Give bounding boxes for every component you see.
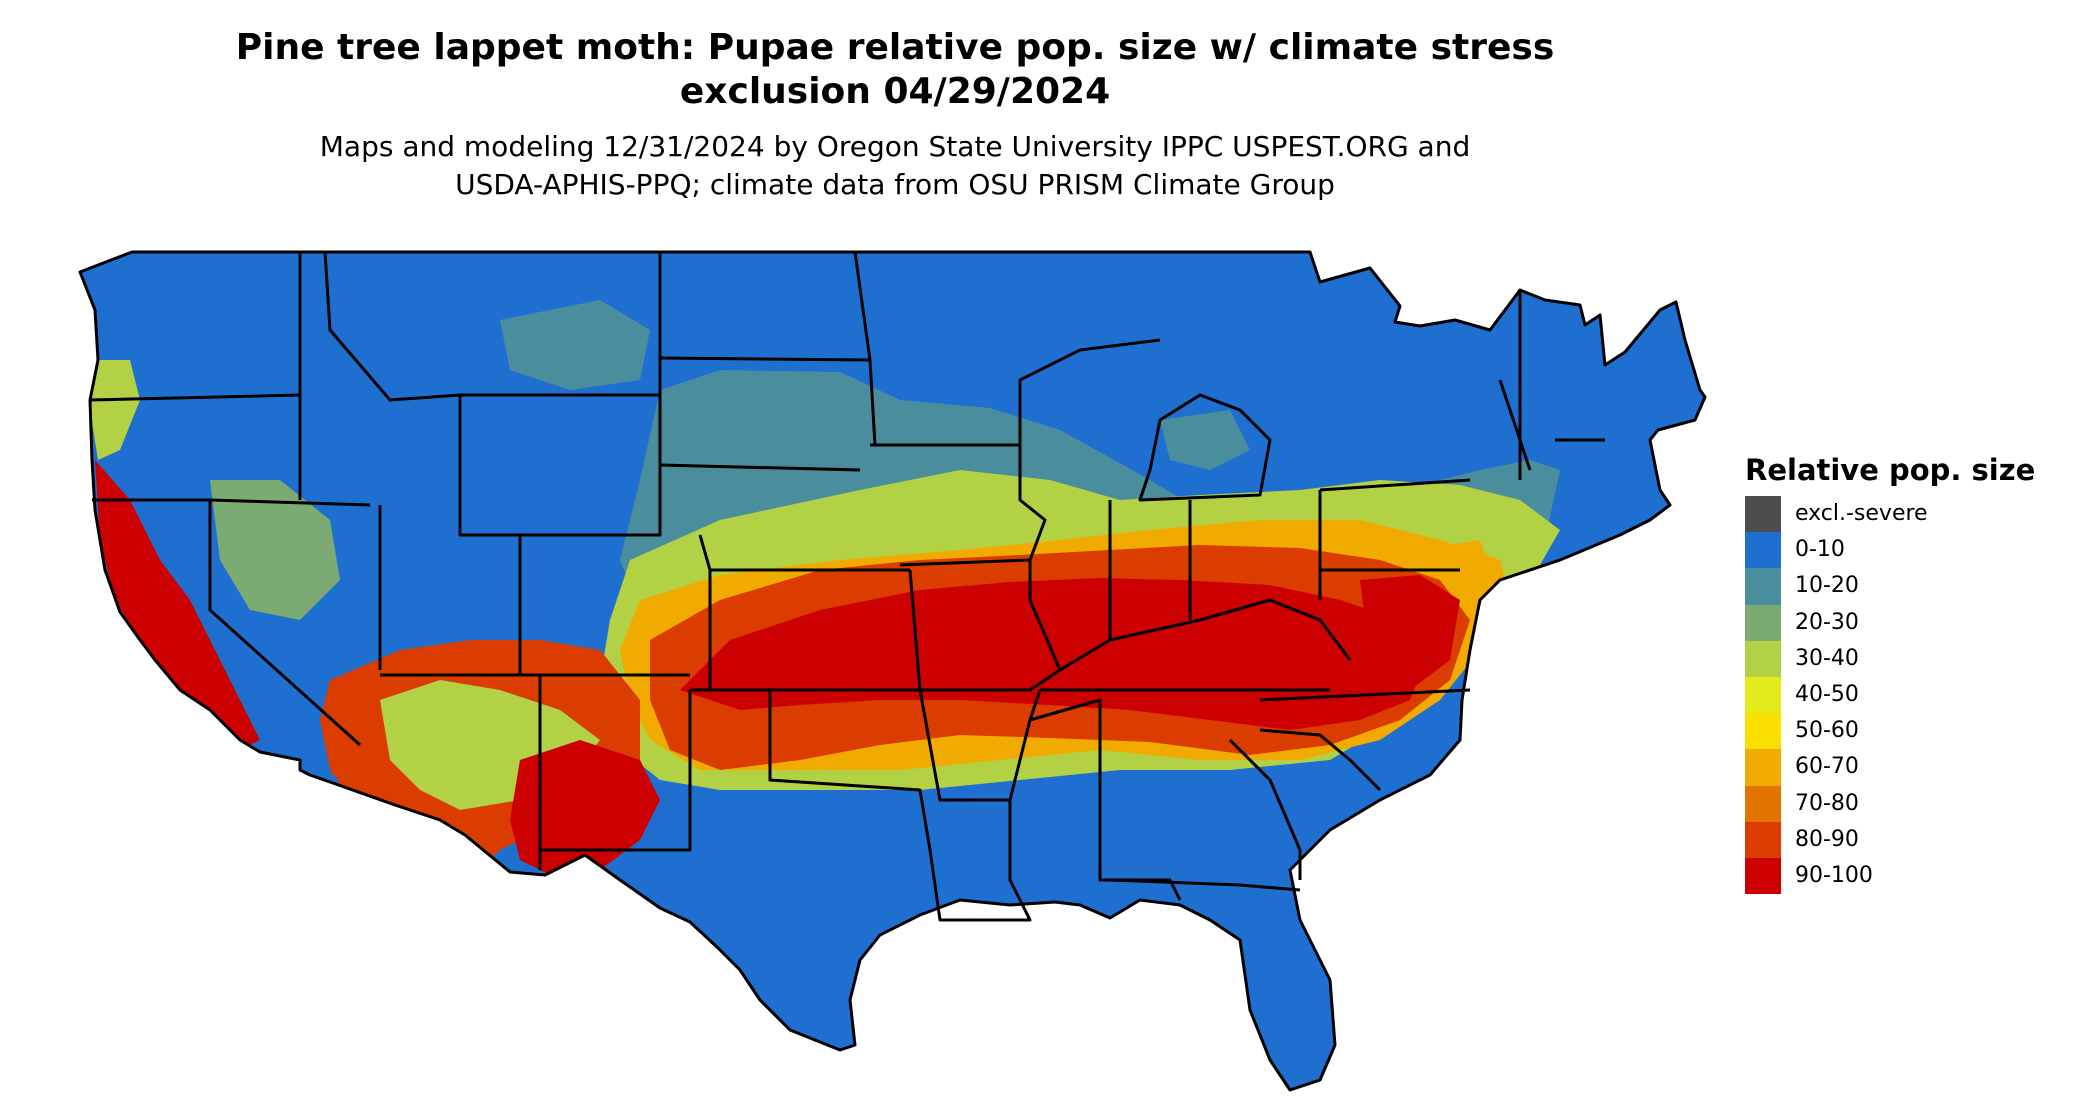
border-mn-west <box>853 251 877 446</box>
legend-item: 40-50 <box>1745 676 2085 714</box>
border-nm-tx <box>540 690 692 852</box>
zone-90-100-west-coast <box>95 460 260 750</box>
border-wa-or <box>89 393 301 402</box>
legend-item: 60-70 <box>1745 749 2085 786</box>
state-border-layer <box>78 250 1707 1092</box>
legend-item: 90-100 <box>1745 857 2085 895</box>
zone-90-100-new-mexico <box>510 740 660 880</box>
border-ok-tx <box>768 690 932 851</box>
border-mi-lower <box>1138 393 1272 502</box>
zone-20-30-great-basin <box>210 480 340 620</box>
legend-label: 10-20 <box>1795 573 1859 599</box>
legend-label: 40-50 <box>1795 682 1859 708</box>
border-mt-id <box>323 251 461 402</box>
border-va-nc <box>1259 688 1471 702</box>
legend-swatch <box>1745 532 1781 569</box>
us-map <box>78 250 1707 1092</box>
border-ca-nv <box>208 500 362 747</box>
legend-swatch <box>1745 713 1781 750</box>
border-ms-al <box>1029 698 1182 901</box>
legend-swatch <box>1745 676 1781 714</box>
legend-title: Relative pop. size <box>1745 453 2036 487</box>
legend-swatch <box>1745 857 1781 895</box>
legend-swatch <box>1745 496 1781 533</box>
climate-zone-layer <box>80 252 1705 1090</box>
border-ga-fl <box>1109 878 1301 892</box>
legend-label: excl.-severe <box>1795 501 1928 527</box>
legend: Relative pop. size excl.-severe 0-10 10-… <box>1745 452 2085 895</box>
legend-item: 30-40 <box>1745 640 2085 677</box>
us-outline <box>78 250 1707 1092</box>
legend-items: excl.-severe 0-10 10-20 20-30 30-40 40-5… <box>1745 496 2085 895</box>
map-title-line-2: exclusion 04/29/2024 <box>679 71 1111 112</box>
border-ky <box>1059 598 1352 672</box>
legend-swatch <box>1745 821 1781 858</box>
legend-label: 0-10 <box>1795 537 1845 563</box>
legend-swatch <box>1745 785 1781 822</box>
legend-label: 30-40 <box>1795 645 1859 671</box>
map-title-line-1: Pine tree lappet moth: Pupae relative po… <box>235 27 1555 68</box>
legend-label: 20-30 <box>1795 609 1859 635</box>
border-mo <box>908 560 1062 692</box>
legend-swatch <box>1745 749 1781 786</box>
legend-label: 90-100 <box>1795 862 1873 888</box>
border-new-england <box>1498 290 1605 480</box>
legend-swatch <box>1745 568 1781 605</box>
zone-90-100-virginia <box>1360 575 1460 690</box>
legend-item: 20-30 <box>1745 604 2085 641</box>
border-sd-ne <box>659 463 861 472</box>
map-subtitle-line-2: USDA-APHIS-PPQ; climate data from OSU PR… <box>455 168 1335 201</box>
legend-item: 80-90 <box>1745 821 2085 858</box>
legend-item: 10-20 <box>1745 568 2085 605</box>
zone-90-100-core <box>680 578 1430 730</box>
border-wi-mi <box>1018 338 1161 445</box>
legend-label: 50-60 <box>1795 718 1859 744</box>
legend-swatch <box>1745 604 1781 641</box>
zone-10-20-michigan <box>1160 410 1250 470</box>
zone-60-70-new-jersey <box>1445 540 1490 590</box>
border-la <box>928 800 1032 922</box>
legend-label: 60-70 <box>1795 754 1859 780</box>
legend-label: 70-80 <box>1795 790 1859 816</box>
legend-item: 0-10 <box>1745 532 2085 569</box>
legend-label: 80-90 <box>1795 826 1859 852</box>
zone-30-40-oregon-coast <box>90 360 140 460</box>
legend-item: 70-80 <box>1745 785 2085 822</box>
border-pa-ny <box>1319 478 1471 492</box>
map-subtitle-line-1: Maps and modeling 12/31/2024 by Oregon S… <box>319 130 1471 163</box>
border-nd-sd <box>659 356 871 362</box>
zone-10-20-montana <box>500 300 650 390</box>
border-nc-sc <box>1259 728 1382 792</box>
legend-item: excl.-severe <box>1745 496 2085 533</box>
legend-swatch <box>1745 640 1781 677</box>
border-sc-ga <box>1228 738 1302 880</box>
legend-item: 50-60 <box>1745 713 2085 750</box>
border-ia <box>870 443 1047 567</box>
